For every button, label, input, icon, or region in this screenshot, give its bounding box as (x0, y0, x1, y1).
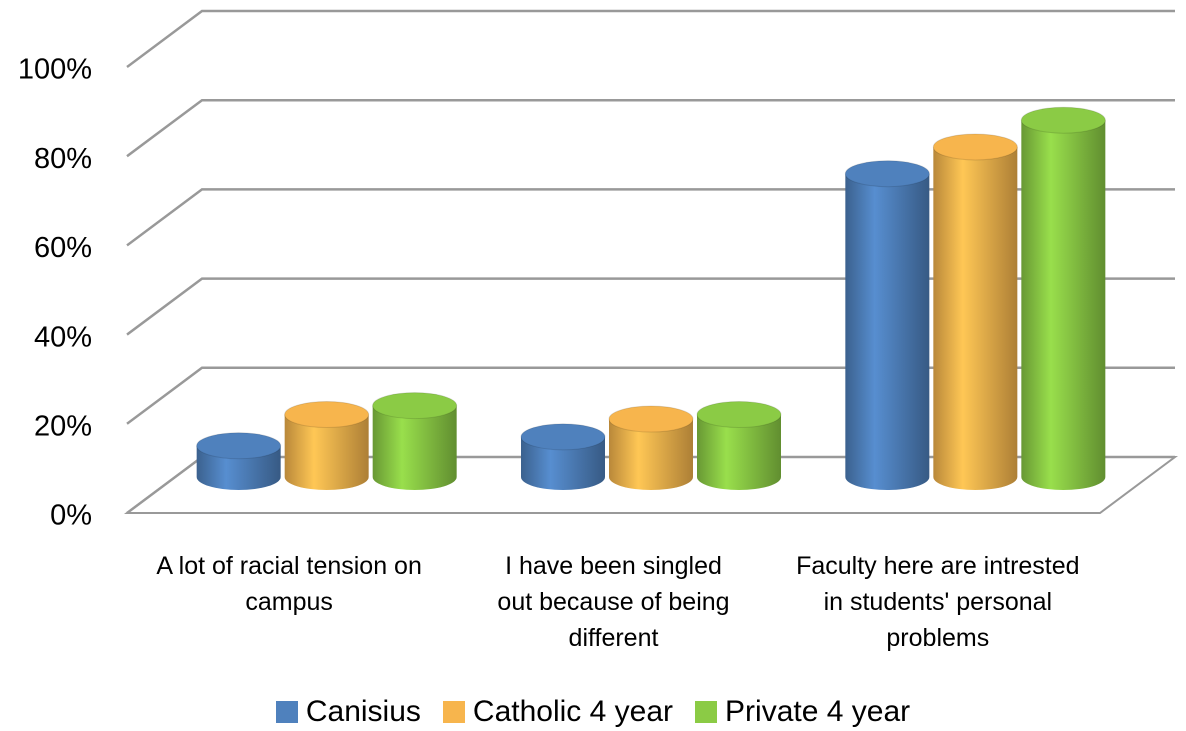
legend-label: Private 4 year (725, 695, 911, 728)
cylinder-body (284, 414, 369, 491)
legend-label: Canisius (305, 695, 421, 728)
y-tick-label: 40% (34, 321, 92, 353)
cylinder-top (196, 432, 282, 460)
grid-line (126, 188, 1175, 247)
legend-item: Private 4 year (695, 695, 910, 729)
cylinder (520, 423, 606, 490)
cylinder (284, 401, 370, 491)
cylinder-body (521, 436, 605, 490)
y-tick-label: 20% (34, 410, 92, 442)
legend-swatch (275, 701, 298, 723)
cylinder-body (845, 173, 930, 491)
y-tick-label: 100% (18, 54, 92, 86)
legend-swatch (695, 701, 718, 723)
y-tick-label: 80% (34, 143, 92, 175)
legend-item: Canisius (275, 695, 421, 729)
cylinder (844, 160, 930, 491)
cylinder-top (372, 392, 458, 420)
legend-item: Catholic 4 year (442, 695, 674, 729)
cylinder-body (933, 146, 1018, 491)
cylinder-top (1020, 106, 1106, 134)
cylinder (696, 401, 782, 490)
cylinder (372, 392, 458, 491)
legend: Canisius Catholic 4 year Private 4 year (0, 695, 1186, 729)
cylinder-top (932, 133, 1018, 161)
grid-line (126, 9, 1175, 69)
cylinder-body (372, 405, 457, 491)
cylinder-top (696, 401, 782, 429)
cylinder-body (697, 414, 781, 490)
cylinder (608, 405, 694, 490)
y-tick-label: 60% (34, 232, 92, 264)
y-tick-label: 0% (50, 500, 92, 532)
cylinder (932, 133, 1018, 491)
legend-swatch (442, 701, 465, 723)
cylinder (1020, 106, 1106, 490)
cylinder-top (844, 160, 930, 188)
cylinder (196, 432, 282, 490)
cylinder-top (520, 423, 606, 451)
grid-line (126, 277, 1175, 336)
legend-label: Catholic 4 year (472, 695, 674, 728)
cylinder-body (609, 419, 693, 490)
cylinder-body (1021, 120, 1106, 490)
x-tick-label: A lot of racial tension on campus (156, 552, 422, 616)
x-tick-label: I have been singled out because of being… (497, 552, 730, 652)
cylinder-top (608, 405, 694, 433)
grid-line (126, 98, 1175, 158)
cylinder-top (284, 401, 370, 429)
x-tick-label: Faculty here are intrested in students' … (796, 552, 1080, 652)
